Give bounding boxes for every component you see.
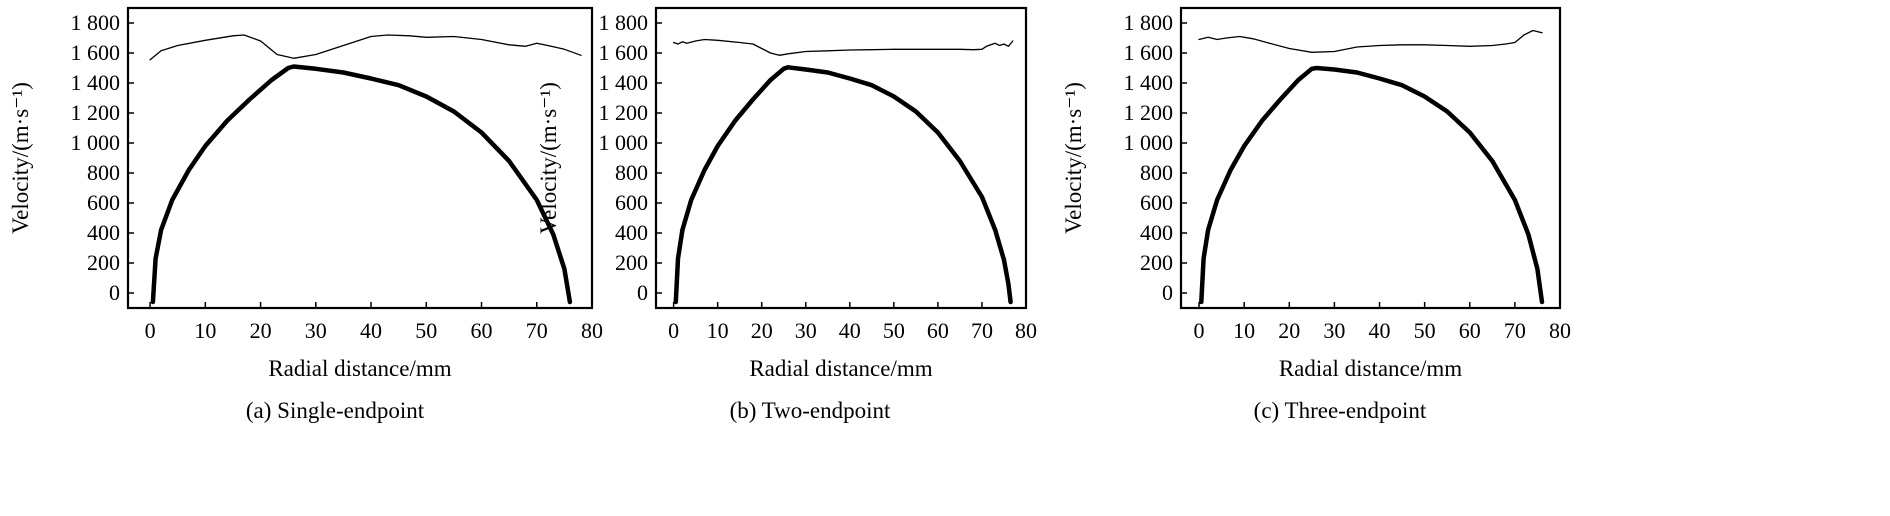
y-tick-label: 1 800: [1124, 10, 1174, 35]
y-axis-label: Velocity/(m·s⁻¹): [536, 82, 561, 234]
x-tick-label: 60: [927, 318, 949, 343]
series-line-thick: [1199, 65, 1545, 305]
x-tick-label: 20: [1278, 318, 1300, 343]
y-tick-label: 1 400: [71, 70, 121, 95]
y-tick-label: 400: [1140, 220, 1173, 245]
series-line-thick: [150, 64, 573, 305]
y-tick-label: 600: [87, 190, 120, 215]
y-tick-label: 1 600: [599, 40, 649, 65]
y-tick-label: 600: [615, 190, 648, 215]
y-tick-label: 800: [615, 160, 648, 185]
y-tick-label: 800: [87, 160, 120, 185]
x-tick-label: 0: [145, 318, 156, 343]
x-tick-label: 70: [1504, 318, 1526, 343]
x-tick-label: 30: [1323, 318, 1345, 343]
y-tick-label: 1 200: [1124, 100, 1174, 125]
x-tick-label: 10: [1233, 318, 1255, 343]
chart-panel-two-endpoint: 0 200 400 600 800 1 000 1 200 1 400 1 600 1 800 0 1…: [536, 6, 1037, 423]
y-tick-label: 1 000: [1124, 130, 1174, 155]
y-tick-label: 600: [1140, 190, 1173, 215]
x-tick-label: 0: [1194, 318, 1205, 343]
x-axis-label: Radial distance/mm: [749, 356, 932, 381]
y-tick-label: 200: [615, 250, 648, 275]
x-tick-label: 50: [1414, 318, 1436, 343]
y-tick-label: 400: [87, 220, 120, 245]
x-tick-label: 50: [415, 318, 437, 343]
y-tick-label: 1 000: [599, 130, 649, 155]
x-tick-label: 80: [1549, 318, 1571, 343]
x-tick-label: 80: [581, 318, 603, 343]
series-line-thin: [672, 38, 1014, 56]
x-tick-label: 40: [360, 318, 382, 343]
x-axis-label: Radial distance/mm: [1279, 356, 1462, 381]
x-tick-label: 80: [1015, 318, 1037, 343]
y-tick-label: 800: [1140, 160, 1173, 185]
x-tick-label: 70: [526, 318, 548, 343]
y-tick-label: 1 400: [599, 70, 649, 95]
y-axis-label: Velocity/(m·s⁻¹): [8, 82, 33, 234]
y-tick-label: 400: [615, 220, 648, 245]
x-tick-label: 10: [707, 318, 729, 343]
plot-frame: [1179, 6, 1562, 310]
x-tick-label: 60: [471, 318, 493, 343]
x-tick-label: 70: [971, 318, 993, 343]
x-tick-label: 30: [305, 318, 327, 343]
x-tick-label: 20: [751, 318, 773, 343]
x-tick-label: 50: [883, 318, 905, 343]
y-tick-label: 1 800: [71, 10, 121, 35]
x-tick-label: 30: [795, 318, 817, 343]
x-tick-label: 40: [839, 318, 861, 343]
y-tick-label: 1 600: [71, 40, 121, 65]
x-tick-label: 20: [250, 318, 272, 343]
chart-panel-single-endpoint: 0 200 400 600 800 1 000 1 200 1 400 1 600 1 800 0 1…: [8, 6, 603, 423]
y-tick-label: 1 600: [1124, 40, 1174, 65]
series-line-thin: [149, 34, 582, 61]
y-tick-label: 200: [1140, 250, 1173, 275]
x-tick-label: 60: [1459, 318, 1481, 343]
y-axis-label: Velocity/(m·s⁻¹): [1061, 82, 1086, 234]
series-line-thin: [1198, 29, 1543, 53]
x-tick-label: 0: [668, 318, 679, 343]
y-tick-label: 1 800: [599, 10, 649, 35]
plot-frame: [126, 6, 594, 310]
chart-panel-three-endpoint: 0 200 400 600 800 1 000 1 200 1 400 1 600 1 800 0 1…: [1061, 6, 1571, 423]
y-tick-label: 0: [109, 280, 120, 305]
x-tick-label: 40: [1369, 318, 1391, 343]
y-tick-label: 0: [1162, 280, 1173, 305]
y-tick-label: 1 400: [1124, 70, 1174, 95]
plot-frame: [654, 6, 1028, 310]
y-tick-label: 0: [637, 280, 648, 305]
y-tick-label: 1 200: [599, 100, 649, 125]
x-axis-label: Radial distance/mm: [268, 356, 451, 381]
panel-caption: (b) Two-endpoint: [730, 398, 891, 423]
y-tick-label: 1 000: [71, 130, 121, 155]
y-tick-label: 200: [87, 250, 120, 275]
panel-caption: (c) Three-endpoint: [1254, 398, 1427, 423]
panel-caption: (a) Single-endpoint: [246, 398, 425, 423]
x-tick-label: 10: [194, 318, 216, 343]
y-tick-label: 1 200: [71, 100, 121, 125]
series-line-thick: [673, 65, 1013, 305]
